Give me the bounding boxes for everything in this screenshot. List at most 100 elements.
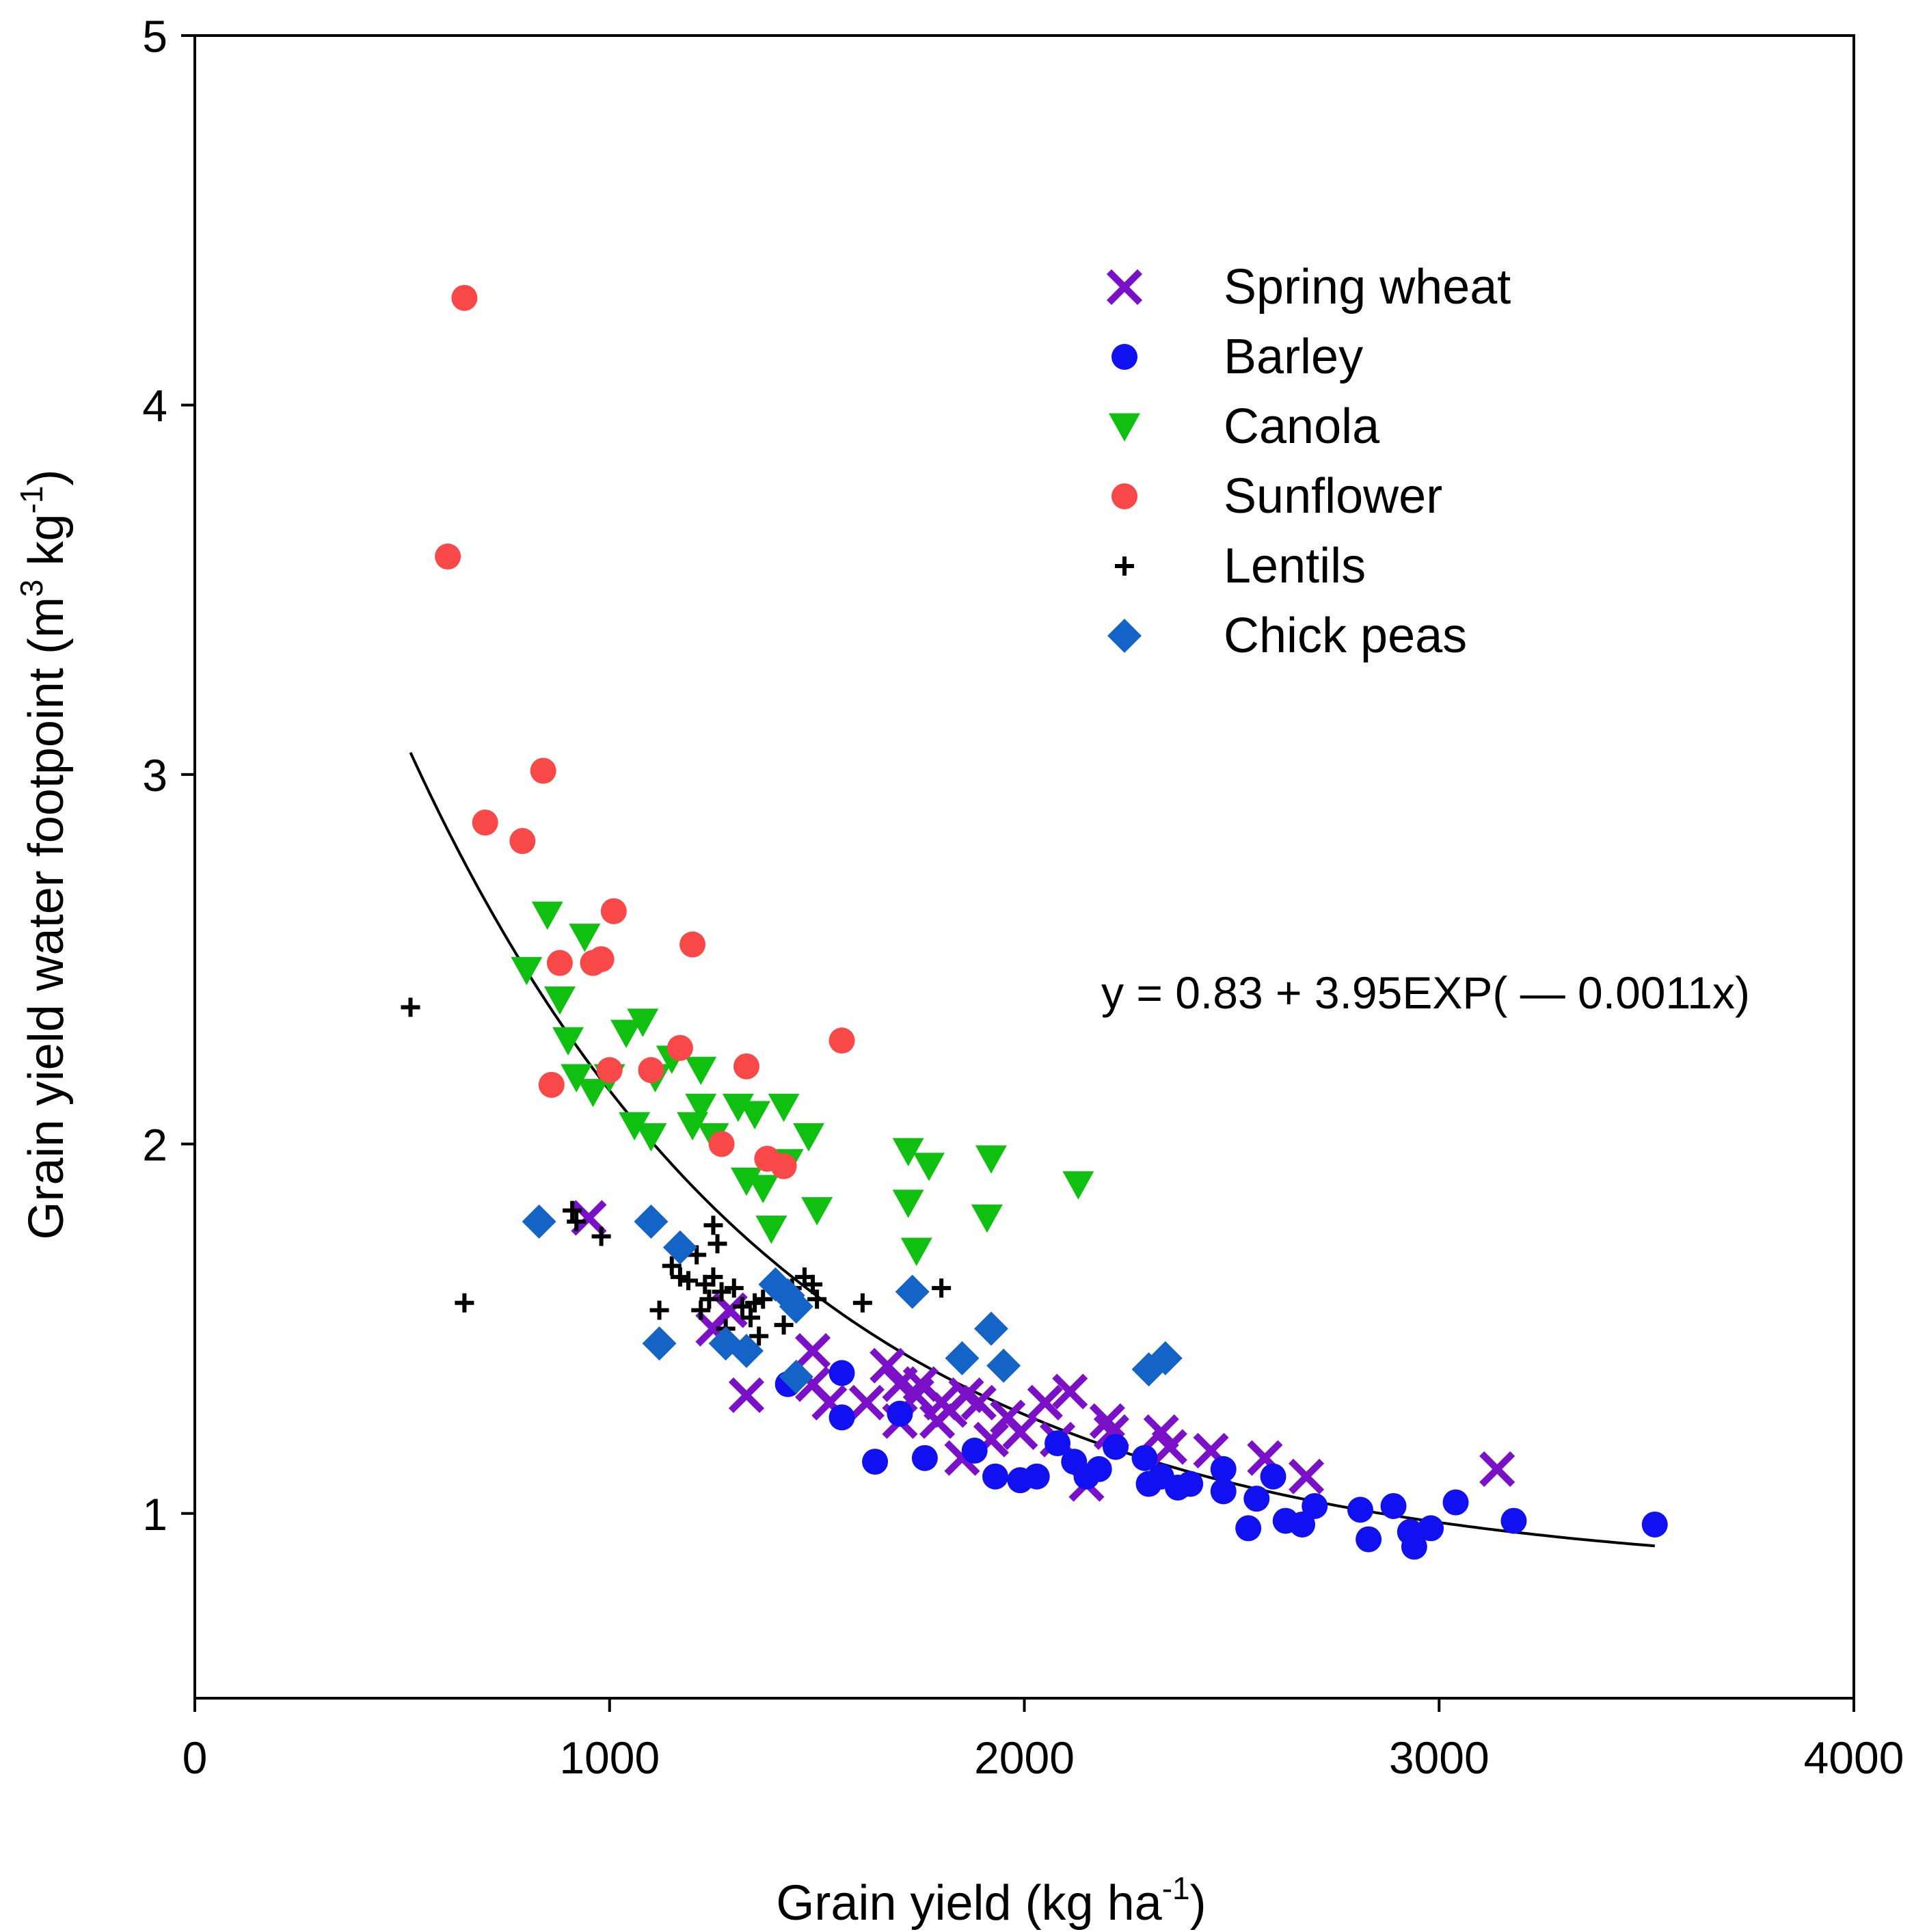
y-tick-label: 3	[142, 750, 167, 801]
point-lentils	[741, 1308, 761, 1328]
point-sunflower	[435, 544, 461, 570]
y-tick-label: 1	[142, 1489, 167, 1540]
fit-equation: y = 0.83 + 3.95EXP( — 0.0011x)	[1101, 967, 1750, 1018]
point-barley	[828, 1404, 855, 1431]
point-barley	[1235, 1515, 1262, 1542]
point-barley	[1401, 1533, 1427, 1560]
point-canola	[971, 1204, 1003, 1233]
point-spring-wheat	[1289, 1458, 1325, 1494]
point-lentils	[932, 1278, 952, 1298]
point-canola	[569, 924, 601, 952]
point-chick-peas	[945, 1341, 980, 1376]
point-sunflower	[472, 809, 498, 836]
y-axis-label-sup1: 3	[14, 579, 49, 597]
point-sunflower	[708, 1131, 735, 1157]
point-lentils	[401, 997, 420, 1017]
point-canola	[892, 1190, 924, 1218]
legend-item-chick-peas: Chick peas	[1107, 608, 1467, 663]
x-axis-label: Grain yield (kg ha-1)	[776, 1870, 1206, 1931]
point-sunflower	[679, 931, 706, 958]
point-sunflower	[638, 1057, 664, 1084]
point-barley	[1210, 1478, 1237, 1505]
point-spring-wheat	[794, 1332, 831, 1369]
x-tick-label: 2000	[974, 1732, 1075, 1783]
point-lentils	[691, 1300, 711, 1320]
point-barley	[982, 1463, 1009, 1490]
series-chick-peas	[522, 1204, 1183, 1394]
point-canola	[511, 956, 543, 986]
point-canola	[577, 1079, 609, 1108]
point-canola	[552, 1027, 584, 1056]
point-sunflower	[530, 757, 556, 784]
legend-item-lentils: Lentils	[1115, 539, 1366, 593]
point-lentils	[662, 1256, 682, 1276]
point-spring-wheat	[1052, 1373, 1088, 1410]
point-lentils	[753, 1289, 773, 1309]
point-sunflower	[828, 1028, 855, 1054]
point-spring-wheat	[1143, 1414, 1179, 1450]
point-canola	[685, 1056, 717, 1086]
point-barley	[1210, 1455, 1237, 1482]
point-barley	[1260, 1463, 1286, 1490]
x-axis-label-main: Grain yield (kg ha	[776, 1876, 1162, 1931]
point-lentils	[563, 1200, 582, 1220]
point-canola	[747, 1175, 779, 1204]
point-canola	[792, 1123, 824, 1152]
x-axis-label-sup: -1	[1162, 1870, 1190, 1906]
x-axis-label-close: )	[1190, 1876, 1207, 1931]
point-lentils	[724, 1278, 744, 1298]
point-sunflower	[538, 1071, 565, 1098]
legend-item-barley: Barley	[1111, 330, 1363, 384]
point-lentils	[687, 1245, 707, 1265]
point-lentils	[749, 1326, 769, 1346]
point-lentils	[732, 1297, 752, 1317]
point-barley	[1102, 1434, 1129, 1460]
point-barley	[1131, 1445, 1158, 1471]
point-canola	[627, 1008, 659, 1037]
point-canola	[975, 1145, 1007, 1174]
point-barley	[1418, 1515, 1444, 1542]
point-lentils	[649, 1300, 669, 1320]
point-barley	[887, 1400, 913, 1427]
point-canola	[768, 1093, 800, 1123]
point-barley	[961, 1437, 988, 1464]
point-spring-wheat	[1479, 1451, 1515, 1487]
point-barley	[1177, 1471, 1204, 1497]
point-chick-peas	[1148, 1341, 1183, 1376]
point-spring-wheat	[1002, 1414, 1038, 1450]
point-chick-peas	[662, 1230, 697, 1265]
point-sunflower	[770, 1153, 797, 1179]
point-sunflower	[666, 1034, 693, 1061]
y-axis-label-sup2: -1	[14, 486, 49, 514]
point-spring-wheat	[870, 1347, 906, 1384]
legend-item-sunflower: Sunflower	[1111, 469, 1442, 524]
point-chick-peas	[729, 1333, 764, 1368]
point-canola	[801, 1197, 833, 1226]
point-canola	[610, 1019, 643, 1049]
point-spring-wheat	[1027, 1384, 1063, 1421]
point-lentils	[567, 1211, 587, 1231]
x-tick-label: 0	[183, 1732, 208, 1783]
point-sunflower	[451, 284, 478, 311]
point-spring-wheat	[712, 1292, 748, 1328]
point-spring-wheat	[848, 1384, 885, 1421]
legend-label-canola: Canola	[1224, 399, 1380, 454]
y-tick-label: 2	[142, 1119, 167, 1170]
x-tick-label: 3000	[1389, 1732, 1490, 1783]
point-barley	[1356, 1526, 1382, 1553]
point-barley	[911, 1445, 938, 1471]
point-lentils	[774, 1315, 794, 1335]
point-spring-wheat	[728, 1377, 765, 1413]
point-canola	[739, 1101, 771, 1129]
legend-marker-lentils	[1115, 556, 1134, 576]
point-barley	[1347, 1497, 1373, 1523]
legend-label-lentils: Lentils	[1224, 539, 1366, 593]
point-lentils	[703, 1267, 723, 1287]
point-barley	[1243, 1486, 1270, 1512]
point-spring-wheat	[1151, 1429, 1187, 1465]
y-axis-label-mid: kg	[19, 513, 74, 579]
point-spring-wheat	[960, 1384, 997, 1421]
legend-marker-spring-wheat	[1106, 269, 1143, 306]
